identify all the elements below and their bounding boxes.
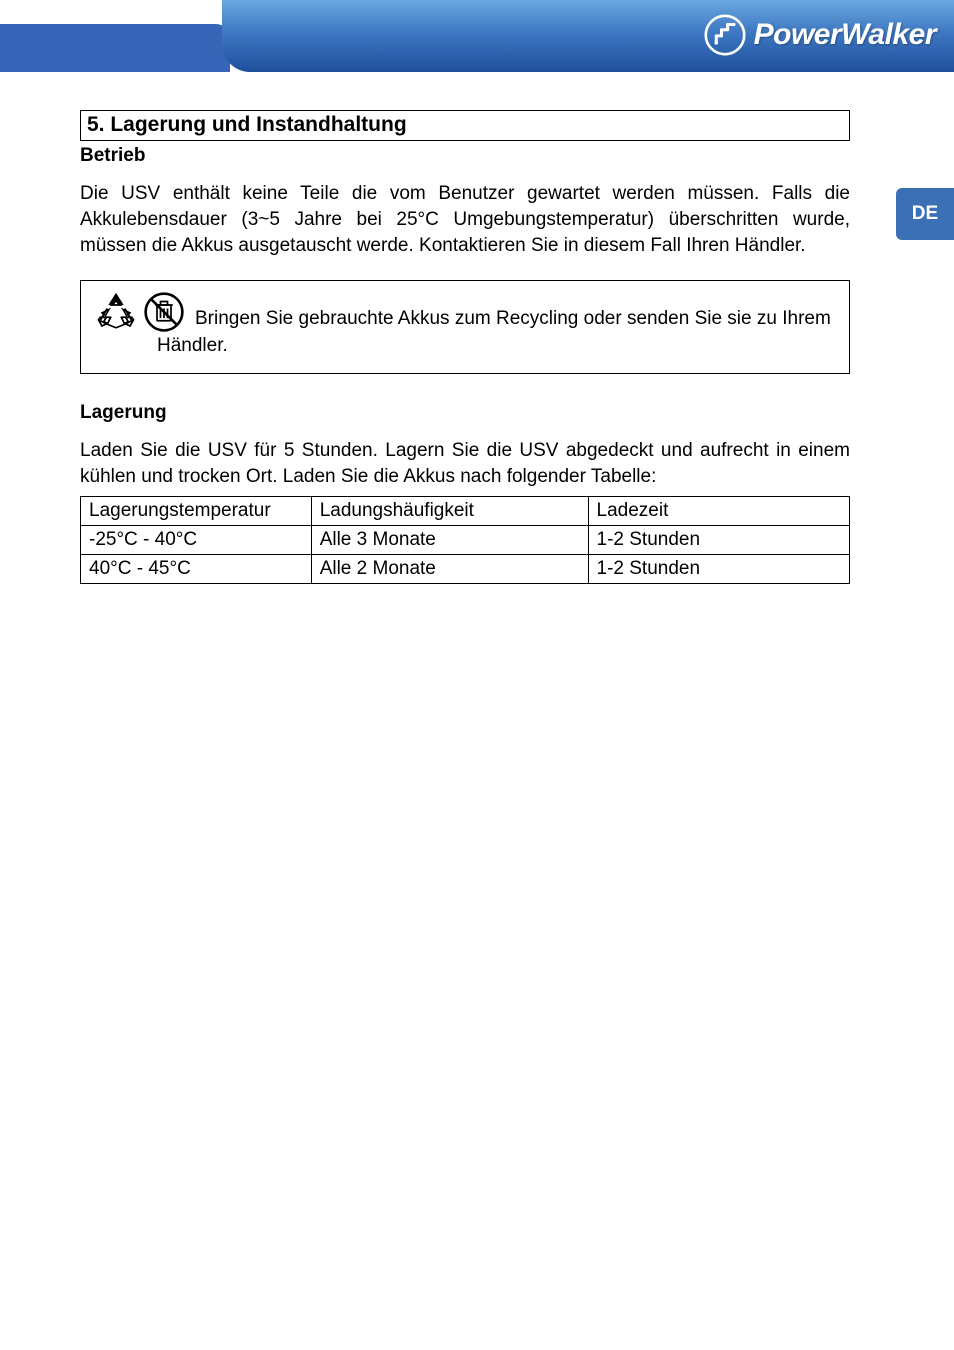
page-content: 5. Lagerung und Instandhaltung Betrieb D…	[80, 110, 850, 584]
notice-text: Bringen Sie gebrauchte Akkus zum Recycli…	[195, 306, 831, 332]
banner-left-block	[0, 24, 230, 72]
recycling-notice: Bringen Sie gebrauchte Akkus zum Recycli…	[80, 280, 850, 374]
table-cell: 1-2 Stunden	[588, 555, 849, 584]
table-cell: 1-2 Stunden	[588, 526, 849, 555]
language-tab: DE	[896, 188, 954, 240]
plug-steps-icon	[704, 14, 746, 56]
banner-right-block: PowerWalker	[222, 0, 954, 72]
subheading-betrieb: Betrieb	[80, 145, 850, 167]
header-banner: PowerWalker	[0, 0, 954, 72]
table-row: -25°C - 40°C Alle 3 Monate 1-2 Stunden	[81, 526, 850, 555]
language-label: DE	[912, 203, 938, 225]
table-cell: Ladezeit	[588, 497, 849, 526]
lagerung-paragraph: Laden Sie die USV für 5 Stunden. Lagern …	[80, 438, 850, 490]
table-cell: Alle 3 Monate	[311, 526, 588, 555]
table-cell: 40°C - 45°C	[81, 555, 312, 584]
table-row: Lagerungstemperatur Ladungshäufigkeit La…	[81, 497, 850, 526]
no-trash-icon	[143, 291, 185, 333]
section-title-text: 5. Lagerung und Instandhaltung	[87, 113, 407, 136]
brand-logo: PowerWalker	[704, 14, 936, 56]
table-cell: Ladungshäufigkeit	[311, 497, 588, 526]
storage-table: Lagerungstemperatur Ladungshäufigkeit La…	[80, 496, 850, 584]
subheading-lagerung: Lagerung	[80, 402, 850, 424]
brand-text: PowerWalker	[754, 18, 936, 52]
table-cell: Lagerungstemperatur	[81, 497, 312, 526]
table-cell: -25°C - 40°C	[81, 526, 312, 555]
notice-line1: Bringen Sie gebrauchte Akkus zum Recycli…	[195, 308, 831, 329]
section-title: 5. Lagerung und Instandhaltung	[80, 110, 850, 141]
notice-line2: Händler.	[95, 333, 835, 359]
notice-icons	[95, 291, 185, 333]
table-cell: Alle 2 Monate	[311, 555, 588, 584]
recycle-icon	[95, 291, 137, 333]
betrieb-paragraph: Die USV enthält keine Teile die vom Benu…	[80, 181, 850, 260]
table-row: 40°C - 45°C Alle 2 Monate 1-2 Stunden	[81, 555, 850, 584]
